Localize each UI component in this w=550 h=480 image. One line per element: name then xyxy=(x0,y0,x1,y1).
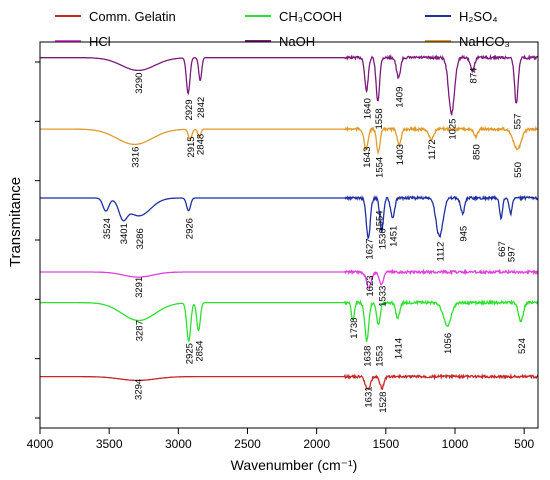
x-tick-label: 1000 xyxy=(442,437,469,451)
peak-label: 2929 xyxy=(184,99,195,120)
peak-label: 667 xyxy=(497,241,508,257)
x-tick-label: 500 xyxy=(514,437,534,451)
peak-label: 1640 xyxy=(362,98,373,119)
peak-label: 1638 xyxy=(363,346,374,367)
peak-label: 874 xyxy=(468,68,479,84)
series-line xyxy=(40,372,539,391)
peak-label: 1643 xyxy=(362,147,373,168)
peak-label: 1112 xyxy=(436,242,447,262)
spectra-curves xyxy=(40,53,539,391)
peak-label: 2926 xyxy=(185,218,196,239)
series-line xyxy=(40,194,539,240)
peak-label: 850 xyxy=(472,144,483,160)
series-line xyxy=(40,53,539,117)
peak-label: 1414 xyxy=(394,338,405,359)
peak-label: 2925 xyxy=(185,343,196,364)
peak-label: 1553 xyxy=(375,346,386,367)
peak-label: 3316 xyxy=(131,147,142,168)
peak-label: 1409 xyxy=(394,87,405,108)
peak-label: 1554 xyxy=(374,210,385,231)
peak-annotations: 3290 2929 2842 1640 1558 1409 1025 874 557 3316 29… xyxy=(102,68,528,413)
y-axis-label: Transmitance xyxy=(7,177,24,267)
peak-label: 1403 xyxy=(395,144,406,165)
series-line xyxy=(40,268,539,289)
peak-label: 3401 xyxy=(119,223,130,244)
x-tick-label: 2500 xyxy=(234,437,261,451)
peak-label: 3524 xyxy=(102,218,113,239)
peak-label: 597 xyxy=(507,246,518,262)
peak-label: 945 xyxy=(459,226,470,242)
peak-label: 1056 xyxy=(443,333,454,354)
peak-label: 550 xyxy=(513,162,524,178)
plot-frame xyxy=(39,41,539,429)
x-axis: 4000 3500 3000 2500 2000 1500 1000 500 xyxy=(27,428,534,451)
peak-label: 1451 xyxy=(389,226,400,247)
series-line xyxy=(40,125,538,156)
y-axis xyxy=(35,61,40,419)
peak-label: 1172 xyxy=(427,139,438,159)
peak-label: 2854 xyxy=(195,341,206,362)
peak-label: 1025 xyxy=(448,119,459,140)
x-tick-label: 2000 xyxy=(303,437,330,451)
peak-label: 1623 xyxy=(365,275,376,296)
peak-label: 3286 xyxy=(135,228,146,249)
peak-label: 1558 xyxy=(374,108,385,129)
legend-entry: CH₃COOH xyxy=(279,9,342,24)
peak-label: 3291 xyxy=(134,277,145,298)
series-line xyxy=(40,298,539,343)
x-axis-label: Wavenumber (cm⁻¹) xyxy=(231,457,358,473)
x-tick-label: 4000 xyxy=(27,437,54,451)
legend-entry: H₂SO₄ xyxy=(459,9,498,24)
peak-label: 1554 xyxy=(374,157,385,178)
peak-label: 557 xyxy=(512,114,523,130)
x-tick-label: 3500 xyxy=(96,437,123,451)
peak-label: 1738 xyxy=(349,318,360,339)
peak-label: 2915 xyxy=(186,136,197,157)
peak-label: 1533 xyxy=(377,286,388,307)
peak-label: 524 xyxy=(517,338,528,354)
x-tick-label: 3000 xyxy=(165,437,192,451)
peak-label: 2842 xyxy=(196,97,207,118)
peak-label: 2848 xyxy=(195,134,206,155)
x-tick-label: 1500 xyxy=(372,437,399,451)
legend-entry: Comm. Gelatin xyxy=(89,9,176,24)
peak-label: 3287 xyxy=(135,320,146,341)
peak-label: 1528 xyxy=(378,392,389,413)
peak-label: 1530 xyxy=(378,228,389,249)
peak-label: 1631 xyxy=(364,386,375,407)
peak-label: 1627 xyxy=(364,238,375,259)
peak-label: 3294 xyxy=(134,379,145,400)
peak-label: 3290 xyxy=(134,73,145,94)
